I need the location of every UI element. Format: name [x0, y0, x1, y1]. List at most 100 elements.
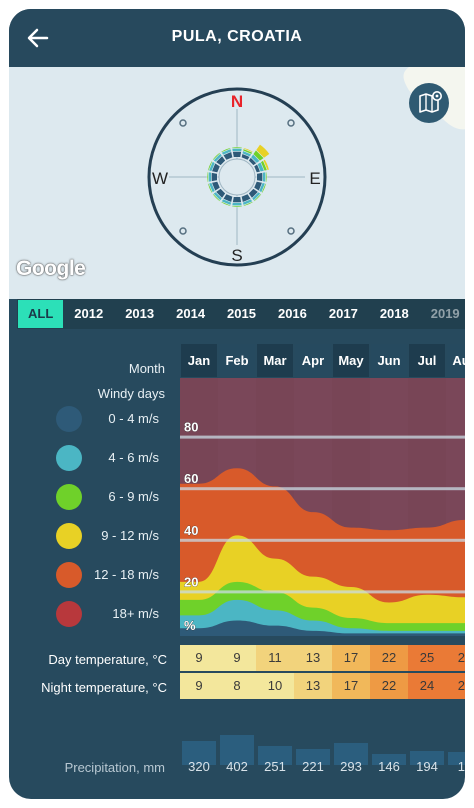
legend-label: 12 - 18 m/s [93, 567, 159, 582]
month-jun: Jun [371, 344, 407, 377]
rose-segment [212, 152, 221, 161]
y-tick-label: % [184, 618, 196, 633]
month-label: Month [128, 361, 165, 376]
y-tick-label: 60 [184, 471, 198, 486]
rose-segment [242, 201, 254, 207]
precipitation-bar [448, 752, 465, 765]
year-tab-2015[interactable]: 2015 [227, 306, 256, 321]
year-tab-2018[interactable]: 2018 [379, 306, 409, 321]
rose-segment [220, 147, 232, 153]
rose-segment [220, 201, 232, 207]
legend-label: 9 - 12 m/s [101, 528, 159, 543]
area-18-m-s [180, 620, 465, 636]
temp-cell: 26 [446, 645, 465, 671]
page-title: PULA, CROATIA [171, 28, 303, 45]
compass-west: W [152, 169, 168, 188]
month-may: May [333, 344, 369, 377]
y-tick-label: 80 [184, 420, 198, 435]
rose-segment [253, 193, 262, 202]
rose-segment [242, 147, 254, 153]
year-tab-2019[interactable]: 2019 [430, 306, 460, 321]
rose-segment [232, 150, 242, 158]
rose-segment [231, 205, 243, 208]
wind-rose: N S E W [147, 87, 327, 267]
year-tab-2017[interactable]: 2017 [328, 306, 358, 321]
precipitation-bar [372, 754, 406, 765]
precipitation-value: 194 [416, 759, 438, 774]
year-tab-2012[interactable]: 2012 [74, 306, 104, 321]
legend-label: 18+ m/s [112, 606, 159, 621]
temp-cell: 17 [332, 673, 370, 699]
gridline [180, 590, 465, 594]
gridline [180, 487, 465, 491]
windy-days-label: Windy days [97, 386, 165, 401]
temp-cell: 10 [256, 673, 294, 699]
compass-east: E [309, 169, 320, 188]
temp-cell: 11 [256, 645, 294, 671]
year-tab-2013[interactable]: 2013 [125, 306, 155, 321]
y-tick-label: 40 [184, 523, 198, 538]
rose-segment [261, 182, 267, 194]
temp-cell: 13 [294, 673, 332, 699]
precipitation-bar [258, 746, 292, 765]
temp-cell: 22 [370, 673, 408, 699]
compass-south: S [231, 246, 242, 265]
month-feb: Feb [219, 344, 255, 377]
temp-cell: 25 [446, 673, 465, 699]
gridline [180, 538, 465, 542]
night-temp-label: Night temperature, °C [41, 680, 167, 695]
year-tab-strip[interactable]: ALL 2012 2013 2014 2015 2016 2017 2018 2019 [17, 299, 465, 329]
rose-segment [262, 158, 270, 171]
legend-label: 0 - 4 m/s [108, 411, 159, 426]
legend-label: 6 - 9 m/s [108, 489, 159, 504]
compass-north: N [231, 92, 243, 111]
rose-segment [231, 146, 243, 149]
precipitation-bars [180, 719, 465, 765]
rose-segment [207, 182, 213, 194]
precipitation-bar [410, 751, 444, 765]
windy-days-chart: 80 60 40 20% [180, 378, 465, 636]
temp-cell: 22 [370, 645, 408, 671]
map-button[interactable] [409, 83, 449, 123]
legend-swatch [56, 484, 82, 510]
temp-cell: 9 [180, 645, 218, 671]
legend-label: 4 - 6 m/s [108, 450, 159, 465]
precipitation-value: 293 [340, 759, 362, 774]
temp-cell: 25 [408, 645, 446, 671]
precipitation-value: 146 [378, 759, 400, 774]
precipitation-value: 251 [264, 759, 286, 774]
month-jul: Jul [409, 344, 445, 377]
legend-swatch [56, 601, 82, 627]
temp-cell: 17 [332, 645, 370, 671]
arrow-left-icon[interactable] [23, 23, 53, 53]
precipitation-bar [182, 741, 216, 765]
year-tab-2014[interactable]: 2014 [176, 306, 206, 321]
temp-cell: 24 [408, 673, 446, 699]
legend-swatch [56, 562, 82, 588]
gridline [180, 435, 465, 439]
app-window: PULA, CROATIA N S E [9, 9, 465, 799]
month-header: JanFebMarAprMayJunJulAug [180, 344, 465, 377]
year-tab-all[interactable]: ALL [18, 300, 64, 328]
month-jan: Jan [181, 344, 217, 377]
rose-segment [212, 193, 221, 202]
night-temp-row: 98101317222425 [180, 673, 465, 699]
legend-swatch [56, 406, 82, 432]
temp-cell: 9 [218, 645, 256, 671]
rose-segment [265, 171, 268, 183]
temp-cell: 9 [180, 673, 218, 699]
precipitation-bar [334, 743, 368, 765]
map-view[interactable]: N S E W Google [9, 67, 465, 299]
map-pin-icon [419, 91, 442, 113]
year-tab-2016[interactable]: 2016 [277, 306, 307, 321]
precipitation-value: 320 [188, 759, 210, 774]
month-aug: Aug [447, 344, 465, 377]
header: PULA, CROATIA [9, 9, 465, 67]
precipitation-label: Precipitation, mm [64, 760, 165, 775]
y-tick-label: 20 [184, 574, 198, 589]
month-mar: Mar [257, 344, 293, 377]
rose-segment [232, 196, 242, 204]
rose-segment [256, 172, 264, 182]
day-temp-label: Day temperature, °C [48, 652, 167, 667]
year-tabs: ALL 2012 2013 2014 2015 2016 2017 2018 2019 [9, 299, 465, 345]
